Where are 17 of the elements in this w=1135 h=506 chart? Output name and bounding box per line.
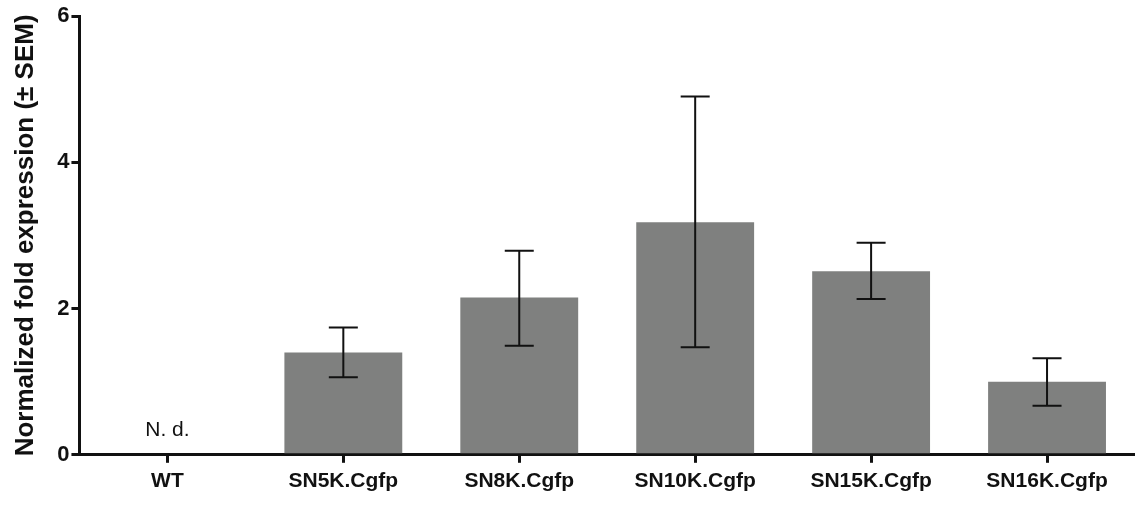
y-tick-label: 0 — [57, 440, 70, 466]
x-tick-label: WT — [151, 468, 184, 492]
bar — [988, 381, 1106, 454]
y-axis-title: Normalized fold expression (± SEM) — [8, 14, 39, 457]
bar — [812, 271, 931, 454]
bar — [460, 297, 579, 454]
annotation: N. d. — [145, 417, 190, 441]
bar — [284, 352, 403, 454]
x-tick-label: SN15K.Cgfp — [810, 468, 932, 492]
y-tick-label: 2 — [57, 294, 70, 320]
y-tick-label: 6 — [57, 2, 70, 28]
x-tick-label: SN8K.Cgfp — [464, 468, 575, 492]
x-tick-label: SN5K.Cgfp — [288, 468, 399, 492]
x-tick-label: SN10K.Cgfp — [634, 468, 756, 492]
bar — [636, 222, 755, 454]
y-tick-label: 4 — [57, 148, 71, 174]
x-tick-label: SN16K.Cgfp — [986, 468, 1108, 492]
